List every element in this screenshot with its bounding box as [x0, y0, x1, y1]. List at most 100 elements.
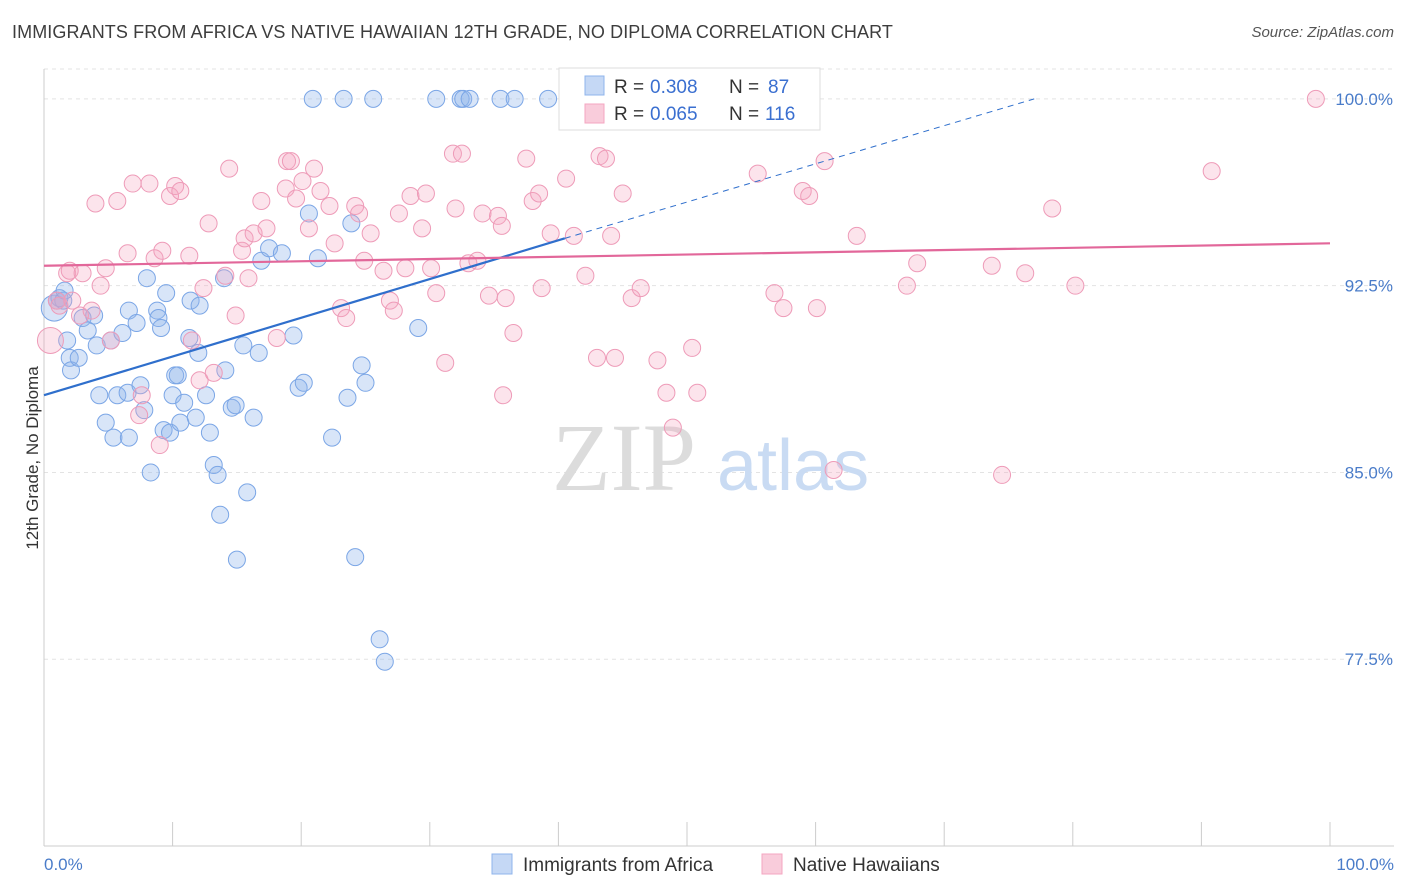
- point-native-hawaiians: [774, 299, 793, 318]
- point-native-hawaiians: [657, 383, 676, 402]
- y-axis-label: 12th Grade, No Diploma: [23, 366, 42, 550]
- point-native-hawaiians: [683, 338, 702, 357]
- point-native-hawaiians: [564, 226, 583, 245]
- point-native-hawaiians: [337, 309, 356, 328]
- point-native-hawaiians: [1066, 276, 1085, 295]
- point-native-hawaiians: [239, 269, 258, 288]
- point-native-hawaiians: [361, 224, 380, 243]
- trend-line-immigrants-from-africa: [43, 237, 566, 397]
- trend-lines: [43, 98, 1331, 397]
- point-native-hawaiians: [622, 289, 641, 308]
- point-immigrants-from-africa: [427, 89, 446, 108]
- point-native-hawaiians: [479, 286, 498, 305]
- point-native-hawaiians: [847, 226, 866, 245]
- point-immigrants-from-africa: [78, 321, 97, 340]
- point-immigrants-from-africa: [127, 314, 146, 333]
- point-immigrants-from-africa: [200, 423, 219, 442]
- gridlines: [44, 68, 1394, 660]
- axes: [43, 69, 1394, 847]
- point-native-hawaiians: [226, 306, 245, 325]
- point-native-hawaiians: [47, 291, 66, 310]
- legend-n-value-pink: 116: [765, 104, 795, 125]
- point-native-hawaiians: [473, 204, 492, 223]
- point-immigrants-from-africa: [244, 408, 263, 427]
- x-tick-label-min: 0.0%: [44, 855, 83, 874]
- point-native-hawaiians: [982, 256, 1001, 275]
- point-immigrants-from-africa: [186, 408, 205, 427]
- chart-title: IMMIGRANTS FROM AFRICA VS NATIVE HAWAIIA…: [12, 22, 893, 42]
- point-native-hawaiians: [993, 465, 1012, 484]
- point-immigrants-from-africa: [238, 483, 257, 502]
- point-native-hawaiians: [396, 259, 415, 278]
- point-native-hawaiians: [171, 182, 190, 201]
- point-native-hawaiians: [557, 169, 576, 188]
- point-immigrants-from-africa: [234, 336, 253, 355]
- point-native-hawaiians: [446, 199, 465, 218]
- point-native-hawaiians: [199, 214, 218, 233]
- point-immigrants-from-africa: [454, 89, 473, 108]
- point-native-hawaiians: [161, 187, 180, 206]
- legend-r-value-blue: 0.308: [650, 77, 698, 98]
- bottom-legend-swatch-pink: [761, 853, 783, 875]
- trend-line-native-hawaiians: [43, 242, 1331, 267]
- point-native-hawaiians: [631, 279, 650, 298]
- point-immigrants-from-africa: [131, 376, 150, 395]
- point-immigrants-from-africa: [346, 548, 365, 567]
- point-native-hawaiians: [416, 184, 435, 203]
- point-native-hawaiians: [688, 383, 707, 402]
- point-native-hawaiians: [596, 149, 615, 168]
- point-native-hawaiians: [815, 152, 834, 171]
- point-native-hawaiians: [422, 259, 441, 278]
- point-native-hawaiians: [587, 348, 606, 367]
- point-immigrants-from-africa: [272, 244, 291, 263]
- point-immigrants-from-africa: [505, 89, 524, 108]
- legend-box: R = 0.308 N = 87 R = 0.065 N = 116: [558, 67, 821, 131]
- point-native-hawaiians: [140, 174, 159, 193]
- point-native-hawaiians: [530, 184, 549, 203]
- legend-r-label-pink: R =: [614, 104, 644, 125]
- point-immigrants-from-africa: [409, 319, 428, 337]
- point-immigrants-from-africa: [137, 269, 156, 288]
- point-native-hawaiians: [494, 386, 513, 405]
- point-native-hawaiians: [180, 246, 199, 265]
- point-immigrants-from-africa: [226, 396, 245, 415]
- point-native-hawaiians: [1306, 89, 1325, 108]
- point-immigrants-from-africa: [181, 291, 200, 310]
- point-native-hawaiians: [663, 418, 682, 437]
- point-immigrants-from-africa: [303, 89, 322, 108]
- point-native-hawaiians: [96, 259, 115, 278]
- watermark-zip: ZIP: [552, 404, 696, 511]
- point-native-hawaiians: [648, 351, 667, 370]
- point-native-hawaiians: [765, 284, 784, 303]
- point-immigrants-from-africa: [157, 284, 176, 303]
- point-immigrants-from-africa: [342, 214, 361, 233]
- point-immigrants-from-africa: [85, 306, 104, 325]
- point-native-hawaiians: [824, 460, 843, 479]
- legend-r-value-pink: 0.065: [650, 104, 698, 125]
- trend-extension-immigrants-from-africa: [564, 98, 1035, 239]
- point-immigrants-from-africa: [338, 388, 357, 407]
- point-native-hawaiians: [374, 261, 393, 280]
- point-native-hawaiians: [384, 301, 403, 320]
- point-immigrants-from-africa: [152, 319, 171, 337]
- point-native-hawaiians: [389, 204, 408, 223]
- point-immigrants-from-africa: [211, 505, 230, 524]
- point-immigrants-from-africa: [294, 373, 313, 392]
- point-immigrants-from-africa: [141, 463, 160, 482]
- point-native-hawaiians: [532, 279, 551, 298]
- point-native-hawaiians: [153, 241, 172, 260]
- point-native-hawaiians: [235, 229, 254, 248]
- point-immigrants-from-africa: [539, 89, 558, 108]
- point-native-hawaiians: [504, 323, 523, 342]
- point-native-hawaiians: [194, 279, 213, 298]
- point-native-hawaiians: [748, 164, 767, 183]
- y-tick-label: 77.5%: [1345, 650, 1393, 669]
- point-native-hawaiians: [427, 284, 446, 303]
- point-native-hawaiians: [281, 152, 300, 171]
- bottom-legend-swatch-blue: [491, 853, 513, 875]
- point-native-hawaiians: [63, 291, 82, 310]
- watermark-atlas: atlas: [717, 426, 869, 506]
- legend-n-label-blue: N =: [729, 77, 759, 98]
- point-native-hawaiians: [73, 264, 92, 283]
- bottom-legend: Immigrants from Africa Native Hawaiians: [491, 853, 940, 876]
